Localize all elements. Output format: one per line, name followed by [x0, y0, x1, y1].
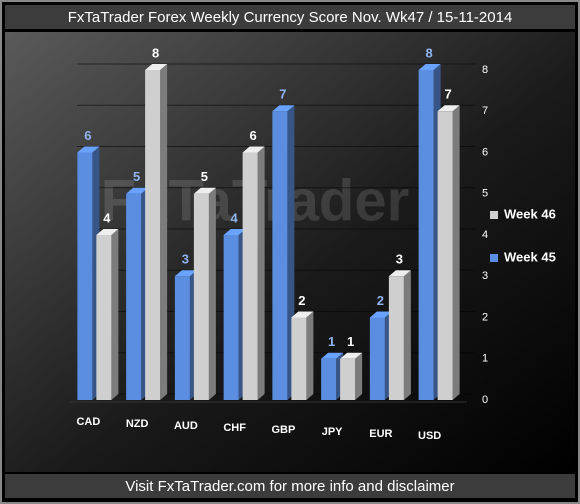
- data-label: 5: [133, 169, 140, 184]
- bar: [77, 146, 100, 400]
- bar-front: [77, 152, 93, 400]
- y-tick-label: 2: [482, 311, 488, 323]
- bar-front: [388, 276, 404, 400]
- data-label: 5: [201, 169, 208, 184]
- bar: [223, 229, 246, 400]
- bar-side: [208, 187, 216, 400]
- bar-top: [340, 352, 363, 359]
- x-tick-label: JPY: [322, 426, 343, 438]
- bar: [418, 64, 441, 400]
- x-tick-label: CAD: [76, 416, 100, 428]
- bar-top: [77, 146, 100, 153]
- data-label: 3: [182, 252, 189, 267]
- bar: [340, 352, 363, 400]
- bar-top: [369, 311, 392, 318]
- bar-side: [257, 146, 265, 400]
- x-tick-label: USD: [418, 430, 441, 442]
- y-tick-label: 7: [482, 105, 488, 117]
- bar-top: [223, 229, 246, 235]
- data-label: 6: [84, 128, 91, 143]
- data-label: 1: [328, 334, 335, 349]
- bar-front: [369, 317, 385, 400]
- bar-front: [418, 70, 434, 400]
- data-label: 1: [347, 334, 354, 349]
- bar-top: [193, 187, 216, 194]
- bar-front: [272, 111, 288, 400]
- bar-top: [145, 64, 168, 70]
- bar: [145, 64, 168, 400]
- data-label: 8: [426, 45, 433, 60]
- bar-top: [321, 352, 344, 359]
- legend-swatch: [490, 254, 498, 262]
- bar-top: [272, 105, 295, 112]
- bar: [126, 187, 149, 400]
- bar: [242, 146, 265, 400]
- data-label: 4: [231, 210, 239, 225]
- bar: [96, 229, 119, 400]
- bar: [321, 352, 344, 400]
- bar-top: [437, 105, 460, 112]
- legend-label: Week 46: [504, 206, 556, 221]
- bar-front: [437, 111, 453, 400]
- bar: [193, 187, 216, 400]
- bar-front: [193, 193, 209, 400]
- bar-front: [321, 358, 337, 400]
- bar-side: [403, 270, 411, 400]
- bar: [291, 311, 314, 400]
- footer-bar: [5, 474, 575, 498]
- data-label: 2: [298, 293, 305, 308]
- bar-front: [291, 317, 307, 400]
- data-label: 7: [445, 87, 452, 102]
- bar-top: [174, 270, 197, 277]
- bar-front: [126, 193, 142, 400]
- bar-side: [452, 105, 460, 400]
- y-tick-label: 6: [482, 146, 488, 158]
- y-tick-label: 5: [482, 188, 488, 200]
- bar: [388, 270, 411, 400]
- bar-side: [355, 352, 363, 400]
- legend-swatch: [490, 211, 498, 219]
- x-tick-label: AUD: [174, 420, 198, 432]
- x-tick-label: GBP: [271, 424, 295, 436]
- bar-top: [242, 146, 265, 153]
- bar: [369, 311, 392, 400]
- x-tick-label: NZD: [126, 418, 149, 430]
- bar-top: [126, 187, 149, 194]
- bar-side: [160, 64, 168, 400]
- data-label: 6: [250, 128, 257, 143]
- bar-top: [291, 311, 314, 318]
- bar-front: [223, 235, 239, 400]
- bar-side: [306, 311, 314, 400]
- legend-label: Week 45: [504, 249, 556, 264]
- x-tick-label: CHF: [223, 422, 246, 434]
- y-tick-label: 1: [482, 353, 488, 365]
- data-label: 7: [279, 87, 286, 102]
- bar-side: [111, 229, 119, 400]
- x-tick-label: EUR: [369, 428, 392, 440]
- bar-front: [145, 70, 161, 400]
- data-label: 4: [103, 210, 111, 225]
- bar-front: [96, 235, 112, 400]
- chart-title: FxTaTrader Forex Weekly Currency Score N…: [68, 9, 513, 26]
- title-bar: [5, 5, 575, 29]
- y-tick-label: 0: [482, 394, 488, 406]
- y-tick-label: 3: [482, 270, 488, 282]
- bar: [174, 270, 197, 400]
- bar-top: [418, 64, 441, 70]
- bar: [437, 105, 460, 400]
- bar-top: [388, 270, 411, 277]
- data-label: 8: [152, 45, 159, 60]
- bar-front: [340, 358, 356, 400]
- footer: Visit FxTaTrader.com for more info and d…: [125, 478, 454, 495]
- bar-front: [174, 276, 190, 400]
- data-label: 3: [396, 252, 403, 267]
- bar-top: [96, 229, 119, 235]
- y-tick-label: 4: [482, 229, 488, 241]
- y-tick-label: 8: [482, 64, 488, 76]
- bar-front: [242, 152, 258, 400]
- data-label: 2: [377, 293, 384, 308]
- bar: [272, 105, 295, 400]
